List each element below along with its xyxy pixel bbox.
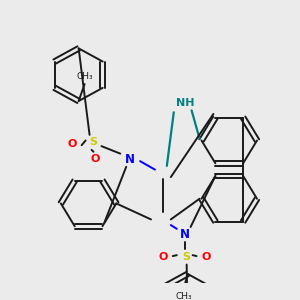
Text: N: N bbox=[180, 228, 190, 241]
Text: CH₃: CH₃ bbox=[76, 72, 93, 81]
Text: O: O bbox=[158, 252, 168, 262]
Text: O: O bbox=[67, 139, 76, 149]
Text: O: O bbox=[202, 252, 211, 262]
Text: N: N bbox=[125, 153, 135, 166]
Text: CH₃: CH₃ bbox=[176, 292, 192, 300]
Text: S: S bbox=[183, 252, 191, 262]
Text: S: S bbox=[89, 137, 98, 147]
Text: O: O bbox=[91, 154, 100, 164]
Text: NH: NH bbox=[176, 98, 194, 108]
